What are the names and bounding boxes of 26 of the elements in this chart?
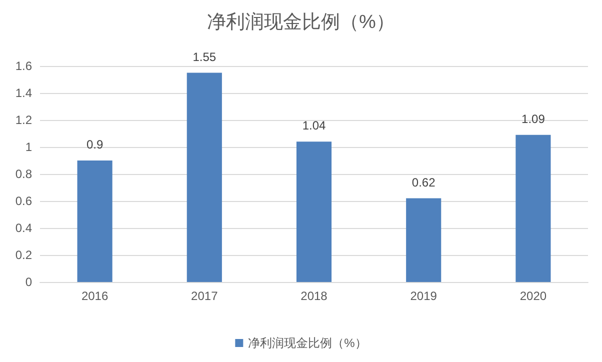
data-label: 0.9 <box>86 138 104 152</box>
data-label: 1.55 <box>192 50 216 64</box>
x-tick-label: 2018 <box>300 289 328 303</box>
data-label: 1.04 <box>302 118 326 133</box>
y-tick-label: 0.2 <box>15 248 32 262</box>
y-tick-label: 0.4 <box>15 221 32 235</box>
y-tick-label: 0 <box>25 275 32 289</box>
x-tick-label: 2020 <box>520 289 547 303</box>
x-tick-label: 2019 <box>410 289 438 303</box>
bar <box>296 142 332 282</box>
bar <box>77 160 112 282</box>
y-tick-label: 1.6 <box>15 59 32 73</box>
chart-title: 净利润现金比例（%） <box>207 11 395 33</box>
y-tick-label: 0.8 <box>15 167 32 181</box>
bar <box>186 72 222 282</box>
x-tick-label: 2016 <box>81 289 108 303</box>
data-label: 0.62 <box>412 175 436 190</box>
y-tick-label: 1.4 <box>15 86 32 100</box>
y-tick-label: 0.6 <box>15 194 32 208</box>
bar <box>516 134 551 282</box>
x-tick-label: 2017 <box>191 289 218 303</box>
y-tick-label: 1 <box>25 140 32 154</box>
legend-label: 净利润现金比例（%） <box>248 336 367 350</box>
data-label: 1.09 <box>522 112 546 126</box>
bar <box>406 198 442 282</box>
y-tick-label: 1.2 <box>15 113 32 127</box>
